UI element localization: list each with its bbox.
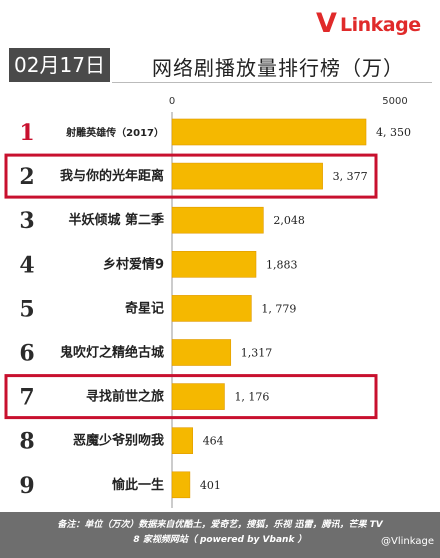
category-label: 奇星记 [125, 300, 164, 316]
bar-chart: 0 5000 1 射雕英雄传（2017） 4, 350 2 我与你的光年距离 3, 377 3 半… [4, 96, 411, 508]
footer-note: 备注：单位（万次）数据来自优酷土，爱奇艺，搜狐，乐视 迅雷，腾讯，芒果 TV [57, 520, 383, 530]
value-label: 1,883 [266, 258, 298, 271]
rank-number: 2 [19, 164, 34, 190]
category-label: 半妖倾城 第二季 [68, 212, 164, 228]
bar [171, 427, 193, 455]
title-divider [112, 82, 432, 83]
rank-number: 3 [19, 208, 34, 234]
axis-tick-label: 0 [169, 96, 175, 107]
bar [171, 295, 252, 322]
highlight-box [4, 153, 378, 199]
category-label: 乡村爱情9 [103, 256, 164, 272]
category-label: 鬼吹灯之精绝古城 [60, 345, 164, 361]
rank-number: 5 [19, 296, 34, 322]
category-label: 我与你的光年距离 [60, 168, 164, 184]
vlinkage-logo: V Linkage [316, 8, 432, 39]
footer-bar [0, 512, 440, 558]
category-label: 愉此一生 [112, 477, 164, 493]
rank-number: 1 [19, 120, 34, 146]
bar [171, 251, 257, 278]
value-label: 1, 779 [261, 302, 296, 315]
category-label: 恶魔少爷别吻我 [73, 433, 164, 449]
rank-number: 6 [19, 341, 34, 367]
value-label: 4, 350 [376, 126, 411, 139]
footer-source: 8 家视频网站（ powered by Vbank ） [133, 535, 307, 545]
watermark: @Vlinkage [381, 536, 434, 547]
logo-text: Linkage [340, 14, 421, 36]
rank-number: 7 [19, 385, 34, 411]
bar [171, 118, 367, 146]
value-label: 401 [200, 479, 221, 492]
rank-number: 4 [19, 252, 34, 278]
axis-tick-label: 5000 [382, 96, 407, 107]
value-label: 1,317 [241, 347, 273, 360]
bar [171, 383, 225, 410]
bar [171, 162, 323, 190]
logo-v: V [316, 8, 337, 39]
value-label: 464 [203, 435, 224, 448]
rank-number: 9 [19, 473, 34, 499]
value-label: 1, 176 [234, 391, 269, 404]
bar [171, 471, 191, 499]
rank-number: 8 [19, 429, 34, 455]
bar [171, 339, 232, 366]
value-label: 2,048 [273, 214, 305, 227]
value-label: 3, 377 [333, 170, 368, 183]
highlight-box [4, 374, 378, 420]
date-badge: 02月17日 [9, 48, 110, 82]
category-label: 射雕英雄传（2017） [65, 126, 164, 139]
chart-title: 网络剧播放量排行榜（万） [152, 56, 404, 80]
bar [171, 206, 264, 234]
category-label: 寻找前世之旅 [86, 389, 164, 405]
